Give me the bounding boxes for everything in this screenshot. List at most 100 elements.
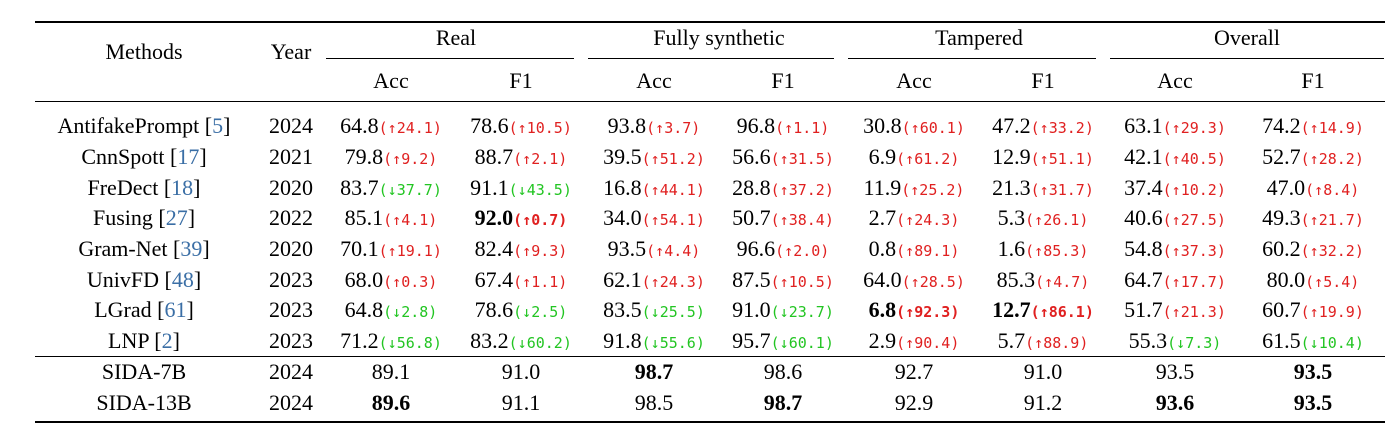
score-value: 71.2: [340, 328, 379, 353]
table-row: LNP [2] 2023 71.2(↓56.8) 83.2(↓60.2) 91.8(↓5…: [35, 329, 1385, 359]
score-value: 12.9: [992, 144, 1031, 169]
score-value: 30.8: [863, 113, 902, 138]
delta-up: (↑60.1): [901, 119, 965, 137]
score-value: 63.1: [1124, 113, 1163, 138]
score-cell: 64.0(↑28.5): [863, 268, 965, 294]
table-row: SIDA-7B 2024 89.1 91.0 98.7 98.6 92.7 91.0 93.5 9…: [35, 360, 1385, 390]
delta-up: (↑10.5): [508, 119, 572, 137]
score-value: 83.5: [603, 297, 642, 322]
header-group-fully-synthetic: Fully synthetic: [653, 25, 785, 50]
score-value: 60.2: [1262, 236, 1301, 261]
table-row: Fusing [27] 2022 85.1(↑4.1) 92.0(↑0.7) 34.0(…: [35, 206, 1385, 236]
table-row: UnivFD [48] 2023 68.0(↑0.3) 67.4(↑1.1) 62.1(…: [35, 268, 1385, 298]
delta-up: (↑24.3): [641, 273, 705, 291]
score-cell: 62.1(↑24.3): [603, 268, 705, 294]
citation-link[interactable]: 18: [171, 175, 194, 200]
score-value: 92.9: [894, 390, 934, 415]
results-table: Methods Year Real Fully synthetic Tamper…: [35, 0, 1385, 433]
score-cell: 67.4(↑1.1): [475, 268, 568, 294]
delta-up: (↑88.9): [1025, 334, 1089, 352]
method-label: FreDect: [87, 175, 159, 200]
table-row: Gram-Net [39] 2020 70.1(↑19.1) 82.4(↑9.3) 93…: [35, 237, 1385, 267]
score-value: 55.3: [1128, 328, 1168, 353]
score-cell: 42.1(↑40.5): [1124, 145, 1226, 171]
score-cell: 96.8(↑1.1): [737, 114, 830, 140]
header-rule: [35, 101, 1385, 102]
score-value: 78.6: [470, 113, 509, 138]
score-value: 56.6: [732, 144, 771, 169]
sida-separator-rule: [35, 356, 1385, 357]
score-cell: 2.9(↑90.4): [869, 329, 960, 355]
delta-up: (↑19.1): [378, 242, 442, 260]
score-value: 34.0: [603, 205, 642, 230]
delta-up: (↑37.2): [770, 181, 834, 199]
score-cell: 95.7(↓60.1): [732, 329, 834, 355]
delta-up: (↑38.4): [770, 211, 834, 229]
citation-link[interactable]: 39: [180, 236, 203, 261]
score-cell: 98.7: [764, 391, 803, 415]
score-cell: 93.5: [1294, 360, 1333, 384]
method-label: Gram-Net: [78, 236, 168, 261]
score-cell: 5.7(↑88.9): [998, 329, 1089, 355]
year-cell: 2022: [269, 205, 313, 230]
score-cell: 78.6(↓2.5): [475, 298, 568, 324]
citation-link[interactable]: 27: [165, 205, 188, 230]
method-label: CnnSpott: [81, 144, 165, 169]
citation-link[interactable]: 48: [171, 267, 194, 292]
score-value: 83.2: [470, 328, 509, 353]
delta-up: (↑54.1): [641, 211, 705, 229]
score-value: 5.3: [997, 205, 1026, 230]
score-cell: 91.0: [1024, 360, 1063, 384]
score-value: 52.7: [1262, 144, 1301, 169]
score-cell: 89.1: [372, 360, 411, 384]
score-cell: 64.7(↑17.7): [1124, 268, 1226, 294]
delta-up: (↑21.7): [1300, 211, 1364, 229]
delta-up: (↑0.7): [513, 211, 568, 229]
delta-up: (↑17.7): [1162, 273, 1226, 291]
score-value: 91.8: [603, 328, 642, 353]
delta-down: (↓25.5): [641, 303, 705, 321]
delta-down: (↓56.8): [378, 334, 442, 352]
score-value: 96.8: [736, 113, 776, 138]
delta-up: (↑14.9): [1300, 119, 1364, 137]
delta-down: (↓23.7): [770, 303, 834, 321]
score-cell: 52.7(↑28.2): [1262, 145, 1364, 171]
score-value: 37.4: [1124, 175, 1163, 200]
year-cell: 2023: [269, 267, 313, 292]
score-value: 93.5: [1293, 359, 1333, 384]
delta-up: (↑28.2): [1300, 150, 1364, 168]
year-cell: 2024: [269, 113, 313, 138]
delta-up: (↑2.0): [775, 242, 830, 260]
delta-up: (↑31.5): [770, 150, 834, 168]
header-tampered-acc: Acc: [896, 68, 932, 93]
citation-link[interactable]: 5: [212, 113, 224, 138]
delta-up: (↑8.4): [1305, 181, 1360, 199]
score-value: 47.0: [1266, 175, 1306, 200]
citation-link[interactable]: 2: [161, 328, 173, 353]
score-cell: 68.0(↑0.3): [345, 268, 438, 294]
score-cell: 92.9: [895, 391, 934, 415]
year-cell: 2023: [269, 328, 313, 353]
score-cell: 88.7(↑2.1): [475, 145, 568, 171]
method-label: Fusing: [92, 205, 153, 230]
score-value: 2.9: [868, 328, 897, 353]
score-value: 74.2: [1262, 113, 1301, 138]
score-value: 39.5: [603, 144, 642, 169]
score-value: 89.6: [371, 390, 411, 415]
delta-up: (↑3.7): [646, 119, 701, 137]
delta-up: (↑10.2): [1162, 181, 1226, 199]
delta-up: (↑1.1): [513, 273, 568, 291]
score-value: 21.3: [992, 175, 1031, 200]
score-value: 80.0: [1266, 267, 1306, 292]
score-value: 95.7: [732, 328, 771, 353]
delta-up: (↑0.3): [383, 273, 438, 291]
citation-link[interactable]: 61: [164, 297, 187, 322]
score-value: 98.7: [634, 359, 674, 384]
year-cell: 2024: [269, 390, 313, 415]
citation-link[interactable]: 17: [177, 144, 200, 169]
delta-up: (↑51.1): [1030, 150, 1094, 168]
score-value: 28.8: [732, 175, 771, 200]
score-value: 93.8: [607, 113, 647, 138]
top-rule: [35, 21, 1385, 23]
score-cell: 71.2(↓56.8): [340, 329, 442, 355]
